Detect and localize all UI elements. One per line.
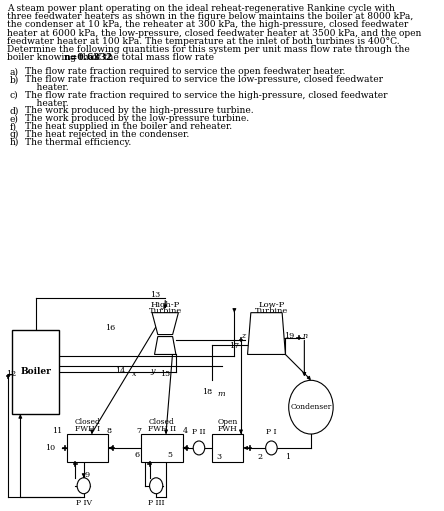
Text: 1: 1 <box>285 453 290 461</box>
Text: Turbine: Turbine <box>149 307 182 315</box>
Text: The heat rejected in the condenser.: The heat rejected in the condenser. <box>25 130 190 139</box>
Text: b): b) <box>10 75 19 84</box>
Text: of the total mass flow rate: of the total mass flow rate <box>89 53 214 62</box>
Text: P IV: P IV <box>76 499 92 507</box>
Text: f): f) <box>10 122 16 131</box>
Text: boiler knowing that: boiler knowing that <box>7 53 101 62</box>
Text: 18: 18 <box>202 388 212 396</box>
Text: The flow rate fraction required to service the high-pressure, closed feedwater: The flow rate fraction required to servi… <box>25 91 388 100</box>
Text: feedwater heater at 100 kPa. The temperature at the inlet of both turbines is 40: feedwater heater at 100 kPa. The tempera… <box>7 37 400 45</box>
Text: h): h) <box>10 138 19 147</box>
Text: 9: 9 <box>84 471 90 479</box>
Text: 3: 3 <box>216 453 221 461</box>
Text: c): c) <box>10 91 18 100</box>
Text: High-P: High-P <box>151 301 180 309</box>
Text: heater.: heater. <box>25 83 69 92</box>
Text: Closed: Closed <box>75 418 101 426</box>
Text: g): g) <box>10 130 19 139</box>
Text: 7: 7 <box>136 427 141 435</box>
Text: P II: P II <box>192 428 206 436</box>
Text: P I: P I <box>266 428 277 436</box>
Text: Closed: Closed <box>149 418 175 426</box>
Text: 2: 2 <box>258 453 262 461</box>
Text: FWH: FWH <box>218 425 238 433</box>
Text: y: y <box>150 367 155 376</box>
Text: Determine the following quantities for this system per unit mass flow rate throu: Determine the following quantities for t… <box>7 44 410 54</box>
Bar <box>141 434 182 462</box>
Text: 17: 17 <box>229 341 239 350</box>
Text: The thermal efficiency.: The thermal efficiency. <box>25 138 131 147</box>
Text: x: x <box>132 370 137 378</box>
Circle shape <box>150 478 163 494</box>
Text: The flow rate fraction required to service the open feedwater heater.: The flow rate fraction required to servi… <box>25 67 345 76</box>
Text: Low-P: Low-P <box>258 301 285 309</box>
Text: a): a) <box>10 67 19 76</box>
Text: m: m <box>218 390 226 398</box>
Polygon shape <box>248 313 285 355</box>
Circle shape <box>266 441 277 455</box>
Bar <box>12 330 59 414</box>
Bar <box>212 434 243 462</box>
Text: n=0.6332: n=0.6332 <box>63 53 113 62</box>
Text: The flow rate fraction required to service the low-pressure, closed feedwater: The flow rate fraction required to servi… <box>25 75 383 84</box>
Text: d): d) <box>10 106 19 115</box>
Polygon shape <box>152 313 178 335</box>
Text: three feedwater heaters as shown in the figure below maintains the boiler at 800: three feedwater heaters as shown in the … <box>7 12 413 21</box>
Text: 19: 19 <box>284 332 294 340</box>
Text: 5: 5 <box>168 451 173 459</box>
Text: Turbine: Turbine <box>255 307 288 315</box>
Text: FWH I: FWH I <box>75 425 100 433</box>
Text: heater at 6000 kPa, the low-pressure, closed feedwater heater at 3500 kPa, and t: heater at 6000 kPa, the low-pressure, cl… <box>7 29 421 37</box>
Text: 14: 14 <box>115 367 126 376</box>
Text: The work produced by the low-pressure turbine.: The work produced by the low-pressure tu… <box>25 114 250 123</box>
Text: Boiler: Boiler <box>20 367 51 377</box>
Text: 11: 11 <box>52 427 62 435</box>
Text: Condenser: Condenser <box>290 403 332 411</box>
Text: FWH II: FWH II <box>148 425 176 433</box>
Text: The heat supplied in the boiler and reheater.: The heat supplied in the boiler and rehe… <box>25 122 232 131</box>
Circle shape <box>77 478 90 494</box>
Text: 10: 10 <box>45 444 55 452</box>
Text: 15: 15 <box>160 370 170 378</box>
Text: The work produced by the high-pressure turbine.: The work produced by the high-pressure t… <box>25 106 254 115</box>
Bar <box>67 434 108 462</box>
Text: Open: Open <box>218 418 238 426</box>
Circle shape <box>193 441 205 455</box>
Text: 12: 12 <box>6 370 16 378</box>
Text: 8: 8 <box>107 427 112 435</box>
Text: 13: 13 <box>150 291 160 299</box>
Text: P III: P III <box>148 499 164 507</box>
Text: heater.: heater. <box>25 99 69 108</box>
Text: 16: 16 <box>105 323 115 332</box>
Text: n: n <box>303 332 308 340</box>
Text: the condenser at 10 kPa, the reheater at 300 kPa, the high-pressure, closed feed: the condenser at 10 kPa, the reheater at… <box>7 20 408 30</box>
Text: z: z <box>241 332 245 340</box>
Text: 4: 4 <box>182 427 187 435</box>
Text: e): e) <box>10 114 19 123</box>
Polygon shape <box>155 337 176 355</box>
Circle shape <box>289 380 333 434</box>
Text: A steam power plant operating on the ideal reheat-regenerative Rankine cycle wit: A steam power plant operating on the ide… <box>7 5 395 13</box>
Text: 6: 6 <box>135 451 140 459</box>
